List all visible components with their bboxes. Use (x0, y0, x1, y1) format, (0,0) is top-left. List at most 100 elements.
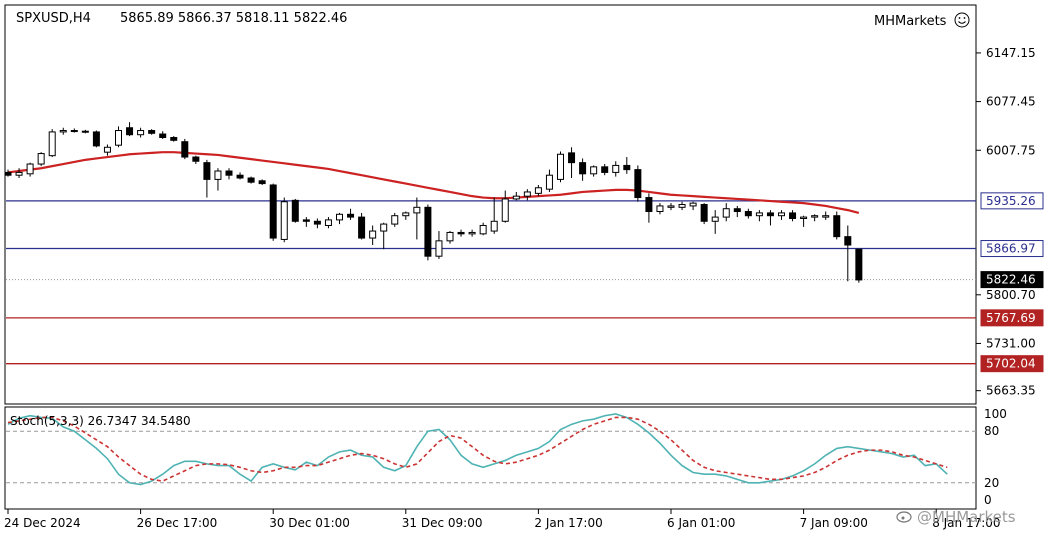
candle-body-bull (115, 130, 122, 146)
candle (358, 212, 366, 240)
candle-body-bear (313, 220, 321, 225)
candle (181, 138, 189, 160)
candle (214, 168, 222, 191)
candle (4, 169, 12, 177)
price-tick-label: 5800.70 (986, 288, 1036, 302)
candle-body-bull (380, 223, 388, 232)
candle (26, 162, 34, 177)
candle (689, 201, 697, 211)
candle-body-bear (766, 212, 774, 217)
candle-body-bull (137, 130, 145, 136)
candle-body-bull (468, 231, 476, 235)
candle (336, 212, 343, 225)
candle (115, 126, 122, 148)
candle-body-bull (557, 153, 564, 180)
candle (590, 165, 598, 177)
candle (302, 217, 310, 227)
candle (833, 211, 841, 240)
candle-body-bear (258, 180, 266, 185)
candle (490, 197, 498, 234)
candle (534, 184, 542, 197)
candle-body-bull (689, 202, 697, 207)
candle (347, 208, 355, 220)
candle-body-bear (170, 137, 178, 141)
candle-body-bull (15, 171, 23, 176)
candle-body-bull (280, 201, 288, 240)
candle (435, 231, 443, 259)
candle (579, 158, 587, 181)
stoch-line-main (7, 413, 948, 486)
smiley-icon (954, 12, 970, 28)
candle (280, 197, 288, 243)
candle-body-bear (833, 215, 841, 238)
candle (789, 210, 797, 222)
candle-body-bear (844, 236, 852, 246)
candle (601, 164, 609, 176)
candle-body-bull (336, 213, 343, 221)
time-tick-label: 6 Jan 01:00 (667, 516, 735, 530)
candle (811, 214, 819, 222)
candle (126, 122, 134, 137)
candle-body-bull (103, 146, 111, 153)
candle-body-bear (424, 206, 432, 257)
stoch-panel-frame (4, 406, 977, 510)
candle-body-bull (534, 187, 542, 194)
symbol-label: SPXUSD,H4 (16, 11, 91, 26)
candle (800, 215, 808, 227)
candle (568, 147, 576, 178)
moving-average-layer (7, 151, 860, 214)
price-tick-label: 5663.35 (986, 384, 1036, 398)
candle (192, 155, 200, 165)
candle-body-bull (59, 130, 67, 133)
candle-body-bull (590, 166, 598, 175)
candle (468, 229, 476, 237)
time-tick-label: 24 Dec 2024 (4, 516, 81, 530)
price-label: 5702.04 (986, 357, 1036, 371)
stoch-line-signal (7, 416, 948, 482)
candle (402, 211, 410, 220)
candle (258, 179, 266, 185)
candle-body-bull (413, 206, 421, 214)
price-axis: 6147.15 6077.45 6007.75 5800.70 5731.00 5663.… (976, 46, 1044, 398)
candle (557, 151, 564, 183)
candle-body-bear (347, 213, 355, 218)
candle-body-bear (601, 166, 609, 173)
candle (15, 168, 23, 178)
broker-label: MHMarkets (874, 14, 947, 29)
candle (711, 210, 719, 234)
stoch-tick-label: 20 (984, 476, 999, 490)
candle (37, 152, 45, 167)
candle-body-bull (678, 204, 686, 208)
candle (369, 225, 377, 246)
moving-average-line (7, 151, 860, 214)
candle (755, 210, 763, 222)
candle-body-bear (70, 130, 78, 133)
candle (822, 211, 830, 220)
candle (148, 129, 156, 135)
candle-body-bear (236, 174, 244, 179)
candle-body-bull (324, 219, 332, 226)
candle (424, 204, 432, 261)
watermark: @MHMarkets (917, 508, 1016, 526)
price-tick-label: 6007.75 (986, 143, 1036, 157)
candle (667, 203, 675, 211)
candle (645, 193, 653, 223)
candle (159, 131, 167, 139)
candle-body-bear (291, 199, 299, 222)
candle (623, 157, 631, 174)
candle-body-bear (181, 141, 189, 158)
candle-body-bull (402, 212, 410, 217)
candle (313, 218, 321, 229)
price-label: 5935.26 (986, 194, 1036, 208)
candle-body-bear (92, 131, 100, 147)
stochastic-layer: 100 80 20 0 (6, 407, 1007, 507)
candle (457, 229, 465, 237)
candle-body-bear (457, 231, 465, 235)
candle (501, 190, 509, 223)
candle-body-bear (225, 170, 233, 176)
candle-body-bull (48, 131, 56, 157)
candle (778, 210, 785, 220)
time-axis: 24 Dec 2024 26 Dec 17:00 30 Dec 01:00 31 De… (4, 509, 1001, 530)
candle-body-bear (4, 171, 12, 176)
